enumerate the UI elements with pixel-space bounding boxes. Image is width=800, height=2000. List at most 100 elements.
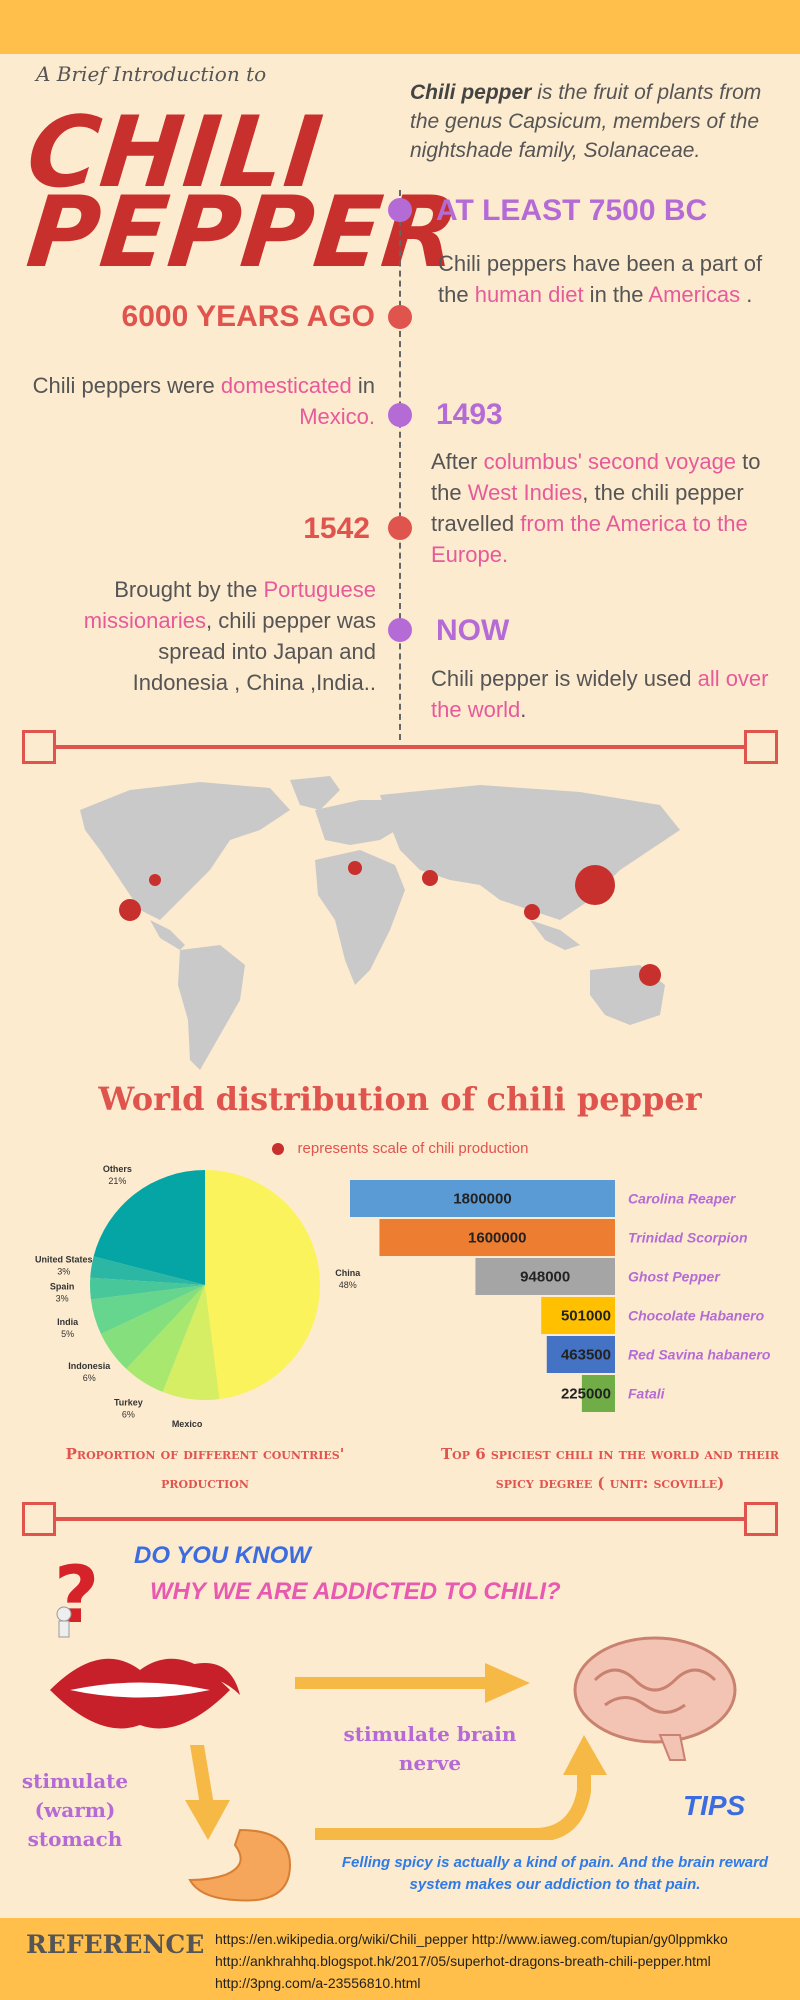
pie-slice xyxy=(90,1256,205,1285)
bar-category-label: Trinidad Scorpion xyxy=(628,1230,748,1246)
bar-value-label: 1800000 xyxy=(453,1191,511,1208)
arrow-up-icon xyxy=(315,1730,625,1842)
bar xyxy=(581,1375,615,1412)
highlight: columbus' second voyage xyxy=(483,449,737,474)
legend-text: represents scale of chili production xyxy=(297,1140,529,1157)
figure-head xyxy=(56,1606,72,1622)
highlight: human diet xyxy=(474,282,584,307)
africa xyxy=(315,850,405,985)
dyk-line1: DO YOU KNOW xyxy=(134,1542,311,1569)
bar-category-label: Ghost Pepper xyxy=(628,1269,721,1285)
timeline-dot xyxy=(388,403,412,427)
description: Chili pepper is the fruit of plants from… xyxy=(410,78,785,165)
reference-link[interactable]: https://en.wikipedia.org/wiki/Chili_pepp… xyxy=(215,1931,728,1947)
brain-svg xyxy=(573,1636,737,1761)
highlight: Mexico. xyxy=(299,404,375,429)
text-span: Chili peppers were xyxy=(32,373,221,398)
pie-slice xyxy=(90,1277,205,1300)
spain-dot xyxy=(348,861,362,875)
text-span: . xyxy=(740,282,753,307)
mexico-dot xyxy=(119,899,141,921)
pie-label-value: 3% xyxy=(57,1267,70,1277)
arrow-right-svg xyxy=(295,1663,530,1703)
reference-links: https://en.wikipedia.org/wiki/Chili_pepp… xyxy=(215,1928,795,1994)
bar xyxy=(546,1336,615,1373)
question-mark-svg: ? xyxy=(54,1551,99,1641)
china-dot xyxy=(575,865,615,905)
world-map xyxy=(60,770,740,1090)
legend-dot xyxy=(271,1143,284,1156)
bar-chart-svg: 1800000 Carolina Reaper 1600000 Trinidad Sc… xyxy=(350,1180,771,1412)
south-america xyxy=(178,945,245,1070)
bar-category-label: Red Savina habanero xyxy=(628,1347,771,1363)
highlight: domesticated xyxy=(220,373,352,398)
pie-slice xyxy=(162,1285,220,1400)
reference-bar xyxy=(0,1918,800,2000)
timeline-heading: 1542 xyxy=(303,512,370,545)
map-title: World distribution of chili pepper xyxy=(98,1080,702,1118)
bar-category-label: Fatali xyxy=(628,1386,666,1402)
text-span: to the xyxy=(431,449,761,505)
pie-label-name: Spain xyxy=(50,1281,75,1291)
pie-label-name: Indonesia xyxy=(68,1361,111,1371)
timeline-text: Chili peppers were domesticated in Mexic… xyxy=(20,370,375,432)
timeline-dot xyxy=(388,305,412,329)
bar-value-label: 1600000 xyxy=(468,1230,526,1247)
arrow-down-svg xyxy=(185,1745,230,1840)
central-america xyxy=(150,920,185,950)
lips-svg xyxy=(50,1658,240,1729)
section-divider xyxy=(22,730,778,764)
bar xyxy=(475,1258,615,1295)
usa-dot xyxy=(149,874,161,886)
bar-caption: Top 6 spiciest chili in the world and th… xyxy=(440,1445,780,1492)
pie-slice xyxy=(93,1170,205,1285)
pie-label-name: China xyxy=(335,1268,361,1278)
map-legend: represents scale of chili production xyxy=(0,1140,800,1157)
timeline-heading: AT LEAST 7500 BC xyxy=(436,194,708,227)
top-banner xyxy=(0,0,800,54)
brain-stem xyxy=(658,1734,687,1761)
pie-label-value: 6% xyxy=(122,1410,135,1420)
timeline-dot xyxy=(388,618,412,642)
bar-chart: 1800000 Carolina Reaper 1600000 Trinidad Sc… xyxy=(340,1175,800,1425)
pie-label-value: 21% xyxy=(108,1176,126,1186)
timeline-dot xyxy=(388,198,412,222)
pie-label-value: 5% xyxy=(61,1329,74,1339)
world-map-svg xyxy=(80,776,680,1070)
figure-body xyxy=(58,1620,70,1638)
asia xyxy=(380,785,680,920)
pie-slice xyxy=(126,1285,205,1392)
europe xyxy=(315,800,405,845)
page-title-line2: PEPPER xyxy=(22,176,465,290)
timeline-line xyxy=(399,190,401,740)
bar xyxy=(379,1219,615,1256)
pie-slice xyxy=(100,1285,205,1369)
reference-label: REFERENCE xyxy=(26,1930,205,1959)
text-span: , the chili pepper travelled xyxy=(431,480,744,536)
production-dots xyxy=(119,861,661,986)
pie-slice xyxy=(205,1170,320,1400)
bar xyxy=(350,1180,615,1217)
bar-value-label: 225000 xyxy=(561,1386,611,1403)
timeline-text: Chili pepper is widely used all over the… xyxy=(431,663,771,725)
tips-text: Felling spicy is actually a kind of pain… xyxy=(341,1854,769,1893)
timeline-dot xyxy=(388,516,412,540)
brain-label: stimulate brain nerve xyxy=(343,1722,517,1775)
bar-value-label: 948000 xyxy=(520,1269,570,1286)
text-span: in the xyxy=(583,282,649,307)
bar xyxy=(541,1297,615,1334)
brain-folds xyxy=(593,1668,717,1714)
arrow-up-svg xyxy=(315,1735,607,1842)
brain-icon xyxy=(565,1630,745,1765)
stomach-label: stimulate (warm) stomach xyxy=(21,1769,129,1851)
text-span: Brought by the xyxy=(114,577,264,602)
section-divider xyxy=(22,1502,778,1536)
timeline-text: Brought by the Portuguese missionaries, … xyxy=(70,574,376,698)
continents xyxy=(80,776,680,1070)
timeline-text: After columbus' second voyage to the Wes… xyxy=(431,446,791,570)
description-term: Chili pepper xyxy=(410,81,532,104)
pie-label-name: India xyxy=(57,1317,79,1327)
reference-link[interactable]: http://ankhrahhq.blogspot.hk/2017/05/sup… xyxy=(215,1953,711,1969)
pie-caption: Proportion of different countries' produ… xyxy=(65,1445,345,1492)
reference-link[interactable]: http://3png.com/a-23556810.html xyxy=(215,1975,421,1991)
